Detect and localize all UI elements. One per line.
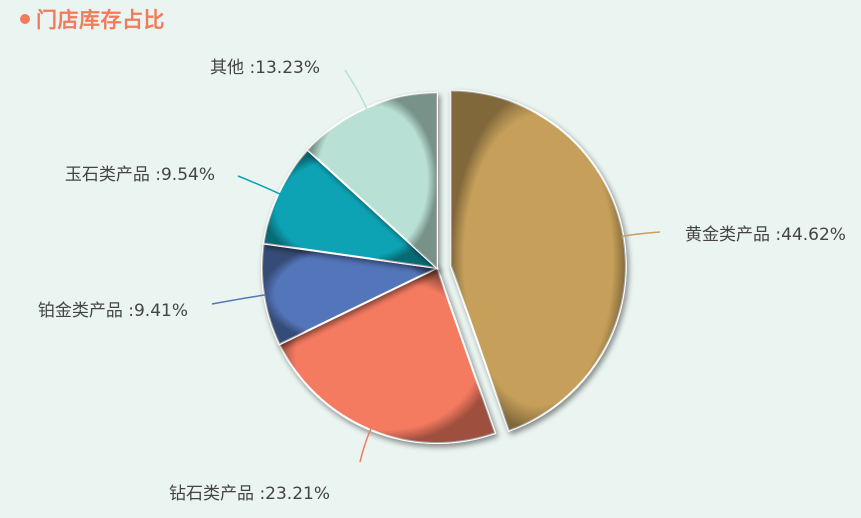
slice-label-5: 其他 :13.23% — [210, 58, 320, 78]
pie-slice-rim-4 — [263, 150, 437, 268]
pie-slice-rim-5 — [307, 93, 437, 268]
slice-label-3: 铂金类产品 :9.41% — [38, 301, 188, 321]
slice-label-4: 玉石类产品 :9.54% — [65, 165, 215, 185]
leader-line-5 — [344, 69, 368, 111]
bullet-dot-icon — [20, 14, 30, 24]
leader-line-4 — [237, 175, 281, 196]
pie-slice-rim-3 — [262, 243, 437, 345]
leader-line-2 — [359, 427, 372, 463]
slice-label-1: 黄金类产品 :44.62% — [685, 225, 846, 245]
pie-slice-rim-1 — [450, 90, 626, 431]
leader-line-3 — [211, 294, 267, 305]
pie-slice-rim-2 — [279, 268, 496, 443]
chart-header: 门店库存占比 — [20, 4, 165, 34]
slice-label-2: 钻石类产品 :23.21% — [169, 484, 330, 504]
leader-line-1 — [621, 231, 661, 238]
chart-title: 门店库存占比 — [36, 8, 165, 32]
